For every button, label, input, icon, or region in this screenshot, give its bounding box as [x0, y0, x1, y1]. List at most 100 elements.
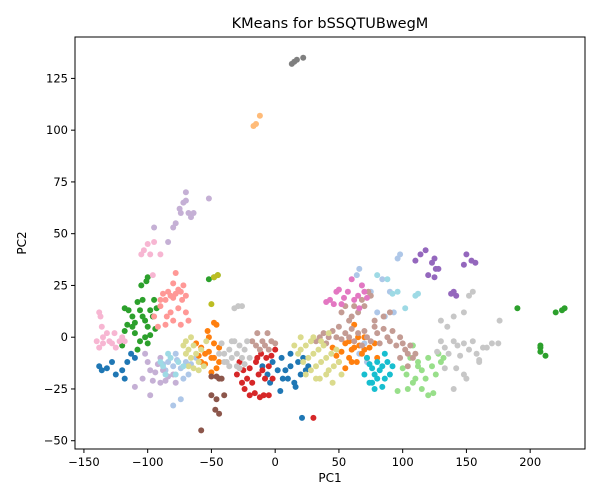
data-point: [142, 334, 149, 341]
data-point: [351, 338, 358, 345]
data-point: [175, 359, 182, 365]
data-point: [278, 354, 285, 361]
data-point: [198, 427, 205, 434]
data-point: [318, 338, 325, 345]
data-point: [239, 379, 245, 386]
data-point: [213, 321, 220, 328]
data-point: [430, 390, 437, 397]
data-point: [415, 359, 421, 365]
data-point: [542, 352, 549, 359]
data-point: [381, 350, 388, 357]
data-point: [162, 371, 169, 378]
data-point: [434, 348, 441, 355]
data-point: [338, 309, 345, 316]
data-point: [415, 290, 421, 297]
data-point: [351, 344, 358, 351]
data-point: [335, 323, 342, 330]
data-point: [425, 392, 432, 399]
data-point: [366, 379, 373, 386]
data-point: [432, 371, 439, 378]
data-point: [269, 359, 276, 365]
data-point: [124, 321, 131, 328]
data-point: [333, 334, 340, 341]
data-point: [380, 325, 387, 332]
data-point: [282, 367, 289, 374]
data-point: [147, 367, 154, 374]
data-point: [236, 365, 243, 372]
data-point: [342, 365, 349, 372]
data-point: [233, 371, 240, 378]
data-point: [208, 301, 215, 308]
data-point: [93, 338, 100, 345]
data-point: [366, 344, 373, 351]
data-point: [338, 348, 345, 355]
data-point: [361, 328, 368, 334]
data-point: [112, 371, 119, 378]
data-point: [399, 340, 406, 347]
data-point: [328, 350, 335, 357]
data-point: [131, 383, 138, 390]
data-point: [182, 292, 189, 299]
data-point: [218, 340, 225, 347]
data-point: [208, 369, 215, 376]
data-point: [157, 296, 164, 303]
data-point: [338, 301, 345, 308]
data-point: [473, 350, 480, 357]
data-point: [97, 313, 104, 320]
data-point: [151, 239, 158, 245]
data-point: [239, 354, 245, 361]
data-point: [249, 338, 256, 345]
data-point: [315, 346, 322, 353]
data-point: [389, 290, 396, 297]
data-point: [172, 379, 179, 386]
x-tick-label: −100: [132, 455, 164, 469]
data-point: [185, 371, 192, 378]
data-point: [440, 354, 447, 361]
data-point: [98, 367, 105, 374]
data-point: [389, 363, 396, 370]
data-point: [179, 296, 186, 303]
data-point: [302, 371, 309, 378]
data-point: [149, 377, 156, 384]
data-point: [351, 296, 358, 303]
data-point: [172, 270, 179, 276]
data-point: [246, 365, 253, 372]
chart-title: KMeans for bSSQTUBwegM: [232, 16, 429, 32]
data-point: [351, 303, 358, 310]
data-point: [514, 305, 521, 312]
data-point: [96, 344, 103, 351]
data-point: [431, 274, 438, 281]
data-point: [466, 292, 472, 299]
data-point: [131, 354, 138, 361]
data-point: [260, 392, 267, 399]
data-point: [346, 334, 353, 341]
data-point: [268, 352, 275, 359]
data-point: [399, 365, 406, 372]
data-point: [358, 342, 365, 349]
data-point: [364, 334, 370, 341]
data-point: [241, 361, 248, 368]
data-point: [463, 251, 470, 258]
data-point: [157, 251, 164, 258]
data-point: [100, 340, 106, 347]
data-point: [138, 251, 145, 258]
data-point: [151, 224, 158, 231]
data-point: [142, 350, 149, 357]
data-point: [353, 272, 360, 279]
data-point: [355, 292, 362, 299]
y-tick-label: 25: [53, 278, 68, 292]
data-point: [323, 371, 330, 378]
data-point: [472, 259, 479, 266]
data-point: [109, 340, 115, 347]
data-point: [393, 342, 400, 349]
data-point: [172, 220, 179, 227]
data-point: [221, 359, 228, 365]
data-point: [251, 390, 258, 397]
data-point: [469, 288, 476, 295]
data-point: [469, 338, 476, 345]
data-point: [193, 350, 200, 357]
data-point: [384, 359, 391, 365]
data-point: [561, 305, 568, 312]
data-point: [180, 282, 187, 289]
data-point: [445, 350, 452, 357]
